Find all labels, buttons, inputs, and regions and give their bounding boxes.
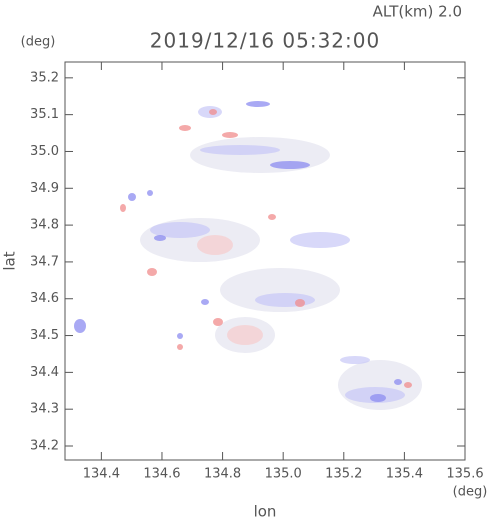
x-tick-label: 135.2 [325,467,362,482]
subtitle: ALT(km) 2.0 [373,3,462,21]
y-tick-label: 34.8 [30,218,59,233]
y-tick-label: 35.2 [30,70,59,85]
y-tick-label: 34.9 [30,181,59,196]
plot-frame [64,61,466,461]
y-tick-label: 34.2 [30,439,59,454]
x-tick-label: 134.8 [204,467,241,482]
y-tick-label: 34.5 [30,328,59,343]
y-tick-label: 35.1 [30,107,59,122]
x-tick-label: 135.4 [386,467,423,482]
x-unit: (deg) [453,485,488,500]
x-label: lon [254,503,277,521]
y-unit: (deg) [21,35,56,50]
y-tick-label: 35.0 [30,144,59,159]
chart-title: 2019/12/16 05:32:00 [150,29,380,53]
x-tick-label: 135.0 [265,467,302,482]
y-tick-label: 34.4 [30,365,59,380]
x-tick-label: 135.6 [446,467,483,482]
x-tick-label: 134.4 [83,467,120,482]
y-tick-label: 34.3 [30,402,59,417]
x-tick-label: 134.6 [143,467,180,482]
y-label: lat [1,251,19,270]
y-tick-label: 34.7 [30,254,59,269]
echo-field [74,101,422,410]
y-tick-label: 34.6 [30,291,59,306]
